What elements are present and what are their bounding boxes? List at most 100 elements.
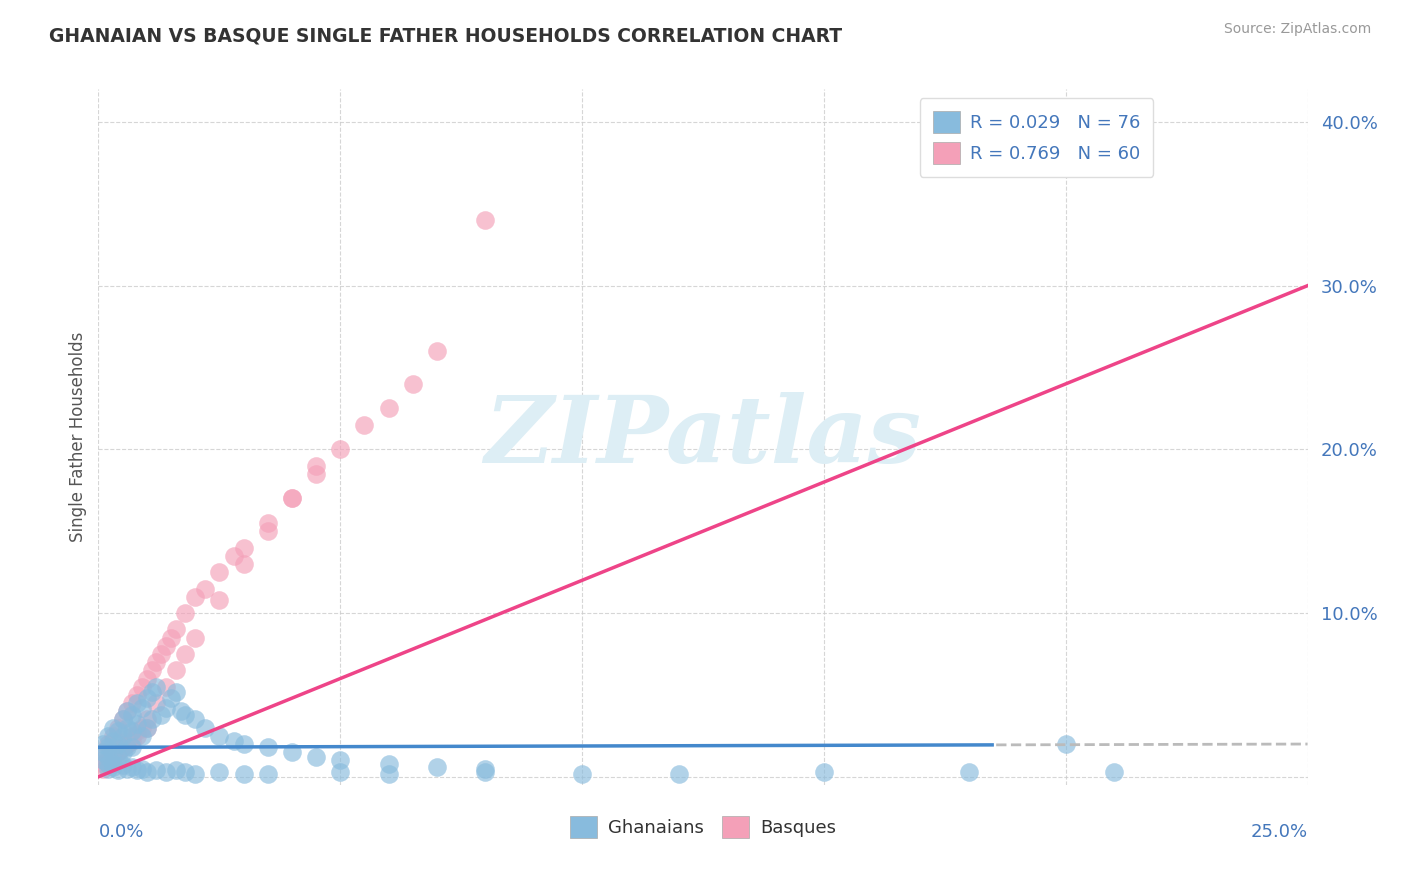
Point [111,745,134,759]
Point [165,623,187,637]
Point [107,745,129,759]
Point [232,766,254,780]
Point [97,737,120,751]
Point [101,756,124,771]
Point [141,684,163,698]
Point [117,737,139,751]
Point [117,721,139,735]
Point [957,764,980,779]
Point [107,763,129,777]
Point [165,664,187,678]
Legend: Ghanaians, Basques: Ghanaians, Basques [562,809,844,846]
Point [131,762,153,776]
Point [141,664,163,678]
Point [155,680,177,694]
Point [377,756,399,771]
Point [121,696,143,710]
Point [121,707,143,722]
Point [117,704,139,718]
Point [111,713,134,727]
Point [111,740,134,755]
Point [135,691,157,706]
Point [305,467,328,481]
Point [194,582,217,596]
Point [155,639,177,653]
Point [127,688,149,702]
Point [101,750,124,764]
Text: 0.0%: 0.0% [98,823,143,841]
Point [174,647,197,661]
Point [101,745,124,759]
Point [97,729,120,743]
Point [165,763,187,777]
Point [91,756,114,771]
Point [1054,737,1077,751]
Point [169,704,191,718]
Point [91,745,114,759]
Point [668,766,690,780]
Text: 25.0%: 25.0% [1250,823,1308,841]
Point [155,764,177,779]
Point [174,764,197,779]
Point [107,737,129,751]
Point [184,631,207,645]
Point [160,631,183,645]
Point [131,680,153,694]
Point [101,729,124,743]
Point [222,549,245,563]
Point [101,721,124,735]
Point [97,740,120,755]
Point [208,593,231,607]
Point [91,745,114,759]
Point [101,750,124,764]
Point [145,655,167,669]
Point [353,417,375,432]
Point [377,401,399,416]
Point [127,717,149,731]
Point [121,729,143,743]
Point [135,721,157,735]
Point [165,684,187,698]
Point [97,753,120,767]
Point [232,737,254,751]
Point [155,701,177,715]
Point [256,740,278,755]
Point [222,733,245,747]
Point [174,606,197,620]
Point [184,766,207,780]
Point [127,696,149,710]
Point [97,756,120,771]
Point [101,733,124,747]
Point [150,647,173,661]
Point [91,737,114,751]
Point [117,762,139,776]
Point [135,713,157,727]
Point [474,764,496,779]
Text: Source: ZipAtlas.com: Source: ZipAtlas.com [1223,22,1371,37]
Point [91,762,114,776]
Point [127,763,149,777]
Point [111,740,134,755]
Point [107,745,129,759]
Point [305,458,328,473]
Point [329,442,352,457]
Point [208,565,231,579]
Point [329,753,352,767]
Point [194,721,217,735]
Point [377,766,399,780]
Point [145,696,167,710]
Point [111,713,134,727]
Text: GHANAIAN VS BASQUE SINGLE FATHER HOUSEHOLDS CORRELATION CHART: GHANAIAN VS BASQUE SINGLE FATHER HOUSEHO… [49,27,842,45]
Point [107,723,129,738]
Point [131,701,153,715]
Point [135,764,157,779]
Point [208,729,231,743]
Point [131,729,153,743]
Point [474,762,496,776]
Point [135,721,157,735]
Point [281,745,304,759]
Point [208,764,231,779]
Text: ZIPatlas: ZIPatlas [485,392,921,482]
Point [232,541,254,555]
Point [160,691,183,706]
